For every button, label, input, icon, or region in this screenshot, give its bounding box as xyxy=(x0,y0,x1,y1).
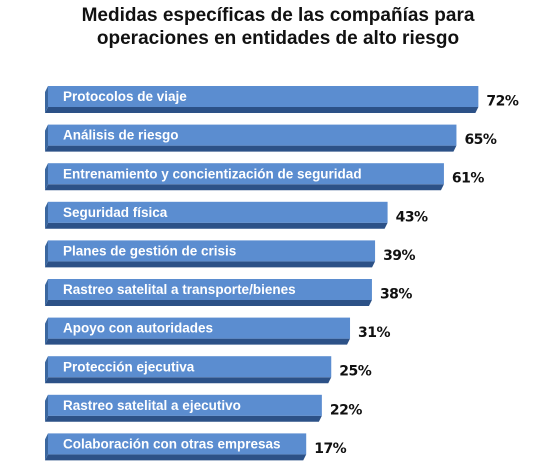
bar-label: Análisis de riesgo xyxy=(63,128,179,143)
bar-label: Rastreo satelital a ejecutivo xyxy=(63,398,241,413)
bar xyxy=(48,124,457,146)
bar-side xyxy=(45,201,48,229)
bar xyxy=(48,279,372,300)
bar-side xyxy=(45,279,48,306)
bar xyxy=(48,317,351,339)
value-label: 31% xyxy=(358,325,390,341)
value-label: 22% xyxy=(330,402,362,418)
value-label: 65% xyxy=(464,132,496,148)
bar-depth xyxy=(45,377,332,384)
bar-depth xyxy=(45,222,388,229)
bar-label: Planes de gestión de crisis xyxy=(63,243,236,258)
bar-side xyxy=(45,433,48,461)
bar-side xyxy=(45,124,48,152)
bar-depth xyxy=(45,145,457,152)
bar xyxy=(48,240,376,262)
bar-side xyxy=(45,356,48,384)
chart-title: Medidas específicas de las compañías par… xyxy=(81,5,475,49)
chart-title-box: Medidas específicas de las compañías par… xyxy=(0,4,556,50)
bar xyxy=(48,356,332,378)
bar-depth xyxy=(45,261,376,268)
bar-depth xyxy=(45,300,372,306)
bar xyxy=(48,163,444,185)
value-label: 72% xyxy=(486,94,518,110)
bar-side xyxy=(45,86,48,113)
value-label: 39% xyxy=(383,248,415,264)
bar-side xyxy=(45,317,48,345)
bar xyxy=(48,201,388,223)
bar-depth xyxy=(45,415,322,422)
bar xyxy=(48,394,322,416)
bar-label: Entrenamiento y concientización de segur… xyxy=(63,166,362,181)
bar-depth xyxy=(45,107,479,113)
bar-depth xyxy=(45,184,444,191)
value-label: 43% xyxy=(396,209,428,225)
value-label: 17% xyxy=(314,441,346,457)
value-label: 61% xyxy=(452,171,484,187)
value-label: 38% xyxy=(380,287,412,303)
bar-label: Protocolos de viaje xyxy=(63,89,187,104)
bar-side xyxy=(45,163,48,191)
bar-side xyxy=(45,394,48,422)
bar xyxy=(48,433,307,455)
bar-depth xyxy=(45,338,351,345)
bar xyxy=(48,86,479,107)
bar-label: Protección ejecutiva xyxy=(63,359,195,374)
bar-label: Colaboración con otras empresas xyxy=(63,436,281,451)
value-label: 25% xyxy=(339,364,371,380)
bar-side xyxy=(45,240,48,268)
bar-label: Seguridad física xyxy=(63,205,168,220)
bar-label: Apoyo con autoridades xyxy=(63,321,213,336)
bar-depth xyxy=(45,454,307,461)
bar-label: Rastreo satelital a transporte/bienes xyxy=(63,282,296,297)
